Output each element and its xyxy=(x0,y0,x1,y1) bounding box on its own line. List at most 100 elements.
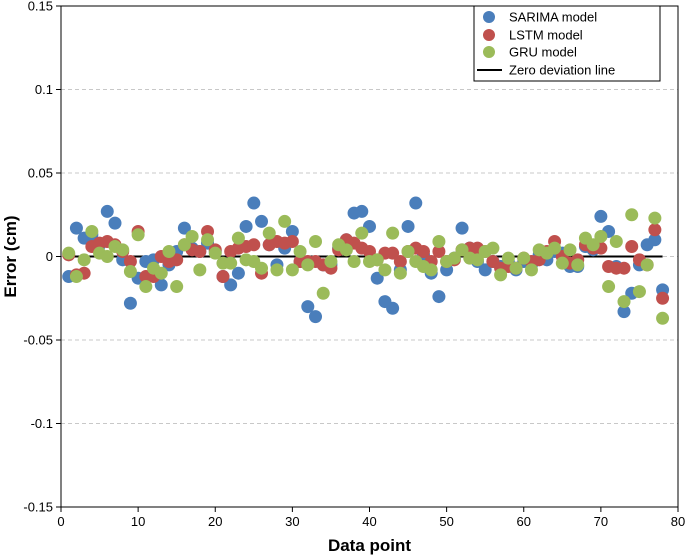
x-tick-label: 40 xyxy=(362,514,376,529)
data-point-sarima xyxy=(355,204,369,218)
data-point-gru xyxy=(563,243,577,257)
data-point-gru xyxy=(62,246,76,260)
x-tick-label: 70 xyxy=(594,514,608,529)
data-point-gru xyxy=(131,228,145,242)
data-point-gru xyxy=(123,265,137,279)
data-point-sarima xyxy=(648,233,662,247)
data-point-sarima xyxy=(224,278,238,292)
data-point-gru xyxy=(370,253,384,267)
data-point-gru xyxy=(656,311,670,325)
data-points xyxy=(62,196,670,325)
data-point-gru xyxy=(609,234,623,248)
data-point-gru xyxy=(278,214,292,228)
data-point-gru xyxy=(648,211,662,225)
y-tick-label: 0 xyxy=(46,249,53,264)
data-point-lstm xyxy=(193,244,207,258)
legend-label-gru: GRU model xyxy=(509,45,577,60)
data-point-sarima xyxy=(123,296,137,310)
data-point-gru xyxy=(625,208,639,222)
data-point-gru xyxy=(640,258,654,272)
data-point-gru xyxy=(594,229,608,243)
data-point-gru xyxy=(154,266,168,280)
data-point-gru xyxy=(262,226,276,240)
data-point-lstm xyxy=(648,223,662,237)
data-point-gru xyxy=(69,270,83,284)
y-tick-label: 0.05 xyxy=(28,166,53,181)
legend-marker-lstm xyxy=(483,29,495,41)
data-point-gru xyxy=(486,241,500,255)
data-point-sarima xyxy=(231,266,245,280)
data-point-gru xyxy=(501,251,515,265)
data-point-lstm xyxy=(432,244,446,258)
data-point-gru xyxy=(293,244,307,258)
data-point-lstm xyxy=(363,244,376,258)
data-point-sarima xyxy=(177,221,191,235)
data-point-gru xyxy=(632,285,646,299)
x-tick-label: 80 xyxy=(671,514,685,529)
data-point-gru xyxy=(316,286,330,300)
data-point-sarima xyxy=(478,263,492,277)
series-gru xyxy=(62,208,670,325)
data-point-sarima xyxy=(432,290,446,304)
data-point-gru xyxy=(116,243,130,257)
data-point-gru xyxy=(470,253,484,267)
data-point-sarima xyxy=(108,216,122,230)
data-point-gru xyxy=(524,263,538,277)
data-point-gru xyxy=(548,241,562,255)
data-point-gru xyxy=(509,261,523,275)
data-point-gru xyxy=(355,226,369,240)
data-point-sarima xyxy=(69,221,83,235)
data-point-gru xyxy=(224,256,238,270)
data-point-gru xyxy=(301,258,315,272)
data-point-sarima xyxy=(386,301,400,315)
data-point-gru xyxy=(170,280,184,294)
legend-marker-sarima xyxy=(483,11,495,23)
data-point-lstm xyxy=(416,244,430,258)
data-point-gru xyxy=(494,268,508,282)
data-point-gru xyxy=(347,255,361,269)
data-point-lstm xyxy=(170,253,184,267)
data-point-sarima xyxy=(370,271,384,285)
data-point-sarima xyxy=(285,224,299,238)
data-point-gru xyxy=(270,263,284,277)
data-point-gru xyxy=(432,234,446,248)
data-point-gru xyxy=(100,250,114,263)
data-point-sarima xyxy=(594,209,608,223)
data-point-sarima xyxy=(154,278,168,292)
y-axis-title: Error (cm) xyxy=(1,215,20,297)
data-point-gru xyxy=(208,246,222,260)
data-point-sarima xyxy=(255,214,269,228)
data-point-gru xyxy=(231,231,245,245)
data-point-gru xyxy=(339,243,353,257)
data-point-lstm xyxy=(386,246,400,260)
y-tick-label: 0.1 xyxy=(35,82,53,97)
data-point-sarima xyxy=(100,204,114,218)
data-point-gru xyxy=(162,244,176,258)
data-point-sarima xyxy=(239,219,253,233)
data-point-gru xyxy=(324,255,338,269)
legend: SARIMA model LSTM model GRU model Zero d… xyxy=(473,5,661,82)
data-point-gru xyxy=(424,263,438,277)
data-point-gru xyxy=(185,229,199,243)
data-point-gru xyxy=(177,238,191,252)
data-point-sarima xyxy=(409,196,423,210)
x-tick-label: 50 xyxy=(439,514,453,529)
data-point-sarima xyxy=(455,221,469,235)
data-point-gru xyxy=(517,251,531,265)
x-tick-label: 20 xyxy=(208,514,222,529)
data-point-gru xyxy=(139,280,153,294)
data-point-lstm xyxy=(625,239,639,253)
data-point-gru xyxy=(285,263,299,277)
data-point-lstm xyxy=(393,255,407,269)
data-point-gru xyxy=(193,263,207,277)
data-point-gru xyxy=(85,224,99,238)
data-point-sarima xyxy=(301,300,315,314)
x-tick-label: 10 xyxy=(131,514,145,529)
data-point-gru xyxy=(309,234,323,248)
data-point-gru xyxy=(255,261,269,275)
data-point-lstm xyxy=(656,291,670,305)
data-point-gru xyxy=(617,295,631,309)
y-tick-label: -0.15 xyxy=(23,500,53,515)
data-point-lstm xyxy=(285,234,299,248)
